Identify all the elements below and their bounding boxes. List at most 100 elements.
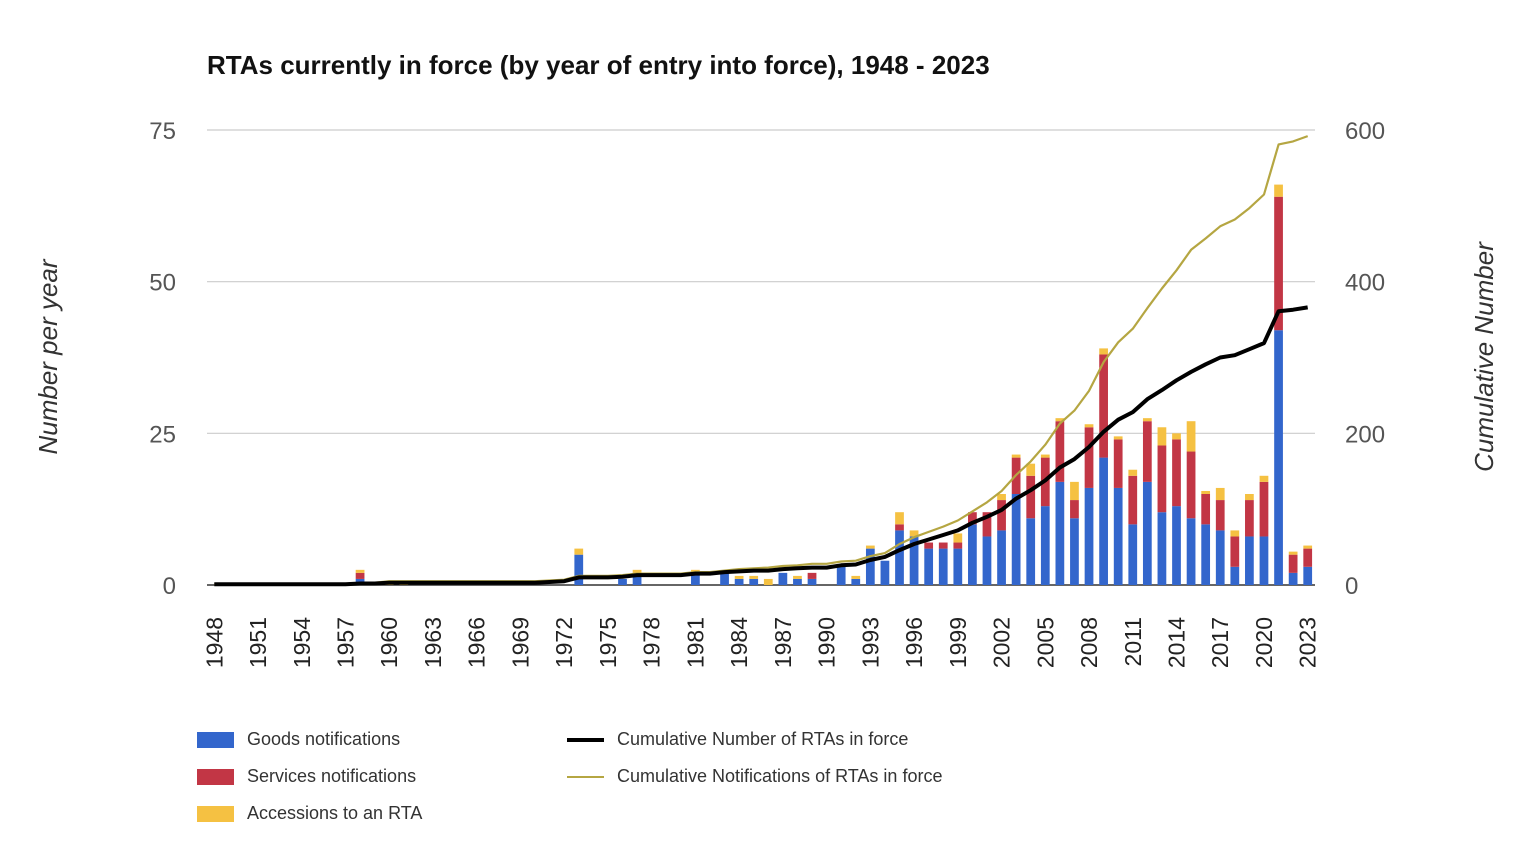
- bar-goods: [618, 578, 627, 585]
- x-tick-label: 1966: [464, 617, 490, 668]
- bar-goods: [851, 578, 861, 585]
- bar-services: [1128, 475, 1138, 525]
- x-tick-label: 2005: [1032, 617, 1058, 668]
- bar-goods: [953, 548, 963, 585]
- bar-goods: [865, 548, 875, 585]
- bar-accessions: [997, 494, 1006, 501]
- bar-services: [1113, 439, 1123, 488]
- bar-services: [1084, 427, 1094, 488]
- bar-goods: [1201, 524, 1211, 585]
- bar-services: [1157, 445, 1167, 513]
- bar-accessions: [355, 569, 365, 573]
- bar-accessions: [1259, 475, 1269, 482]
- bar-goods: [1011, 494, 1021, 585]
- bar-goods: [982, 536, 992, 585]
- bar-goods: [968, 524, 977, 585]
- bar-services: [924, 542, 934, 549]
- legend-label-accessions: Accessions to an RTA: [247, 803, 423, 823]
- x-tick-label: 2023: [1295, 617, 1321, 668]
- bar-services: [1288, 554, 1298, 573]
- bar-accessions: [734, 575, 744, 579]
- bar-goods: [938, 548, 948, 585]
- bar-goods: [1084, 487, 1094, 585]
- bar-services: [1142, 421, 1152, 482]
- bar-goods: [1157, 512, 1167, 585]
- x-tick-label: 1993: [857, 617, 883, 668]
- bar-goods: [1070, 518, 1079, 585]
- bar-services: [1259, 481, 1269, 537]
- x-tick-label: 2020: [1251, 617, 1277, 668]
- x-tick-label: 1972: [551, 617, 577, 668]
- bar-services: [895, 524, 904, 531]
- x-tick-label: 2008: [1076, 617, 1102, 668]
- bar-goods: [749, 578, 759, 585]
- bar-accessions: [1303, 545, 1313, 549]
- bar-accessions: [574, 548, 584, 555]
- x-tick-label: 1963: [420, 617, 446, 668]
- legend-item-accessions: Accessions to an RTA: [197, 803, 422, 824]
- x-tick-label: 1951: [245, 617, 271, 668]
- y2-axis-title: Cumulative Number: [1469, 241, 1499, 472]
- line-cumulative-number: [214, 305, 1309, 587]
- bar-goods: [997, 530, 1006, 585]
- bar-goods: [1128, 524, 1138, 585]
- bar-accessions: [1128, 469, 1138, 476]
- bar-goods: [1230, 566, 1240, 585]
- legend-swatch-accessions: [197, 805, 234, 822]
- x-tick-label: 1969: [507, 617, 533, 668]
- bar-accessions: [1230, 530, 1240, 537]
- bar-goods: [880, 560, 890, 585]
- bar-goods: [1186, 518, 1196, 585]
- bar-goods: [1172, 506, 1181, 585]
- y2-tick-label: 200: [1345, 421, 1385, 448]
- x-tick-label: 1960: [376, 617, 402, 668]
- bar-accessions: [763, 578, 773, 585]
- x-tick-label: 1978: [639, 617, 665, 668]
- bar-goods: [1055, 481, 1065, 585]
- bar-accessions: [851, 575, 861, 579]
- bar-accessions: [953, 533, 963, 543]
- bar-accessions: [1288, 551, 1298, 555]
- bar-services: [1201, 494, 1211, 525]
- bar-accessions: [1274, 184, 1283, 197]
- bar-accessions: [1055, 418, 1065, 422]
- bar-services: [1099, 354, 1108, 458]
- bar-services: [953, 542, 963, 549]
- bar-services: [938, 542, 948, 549]
- bar-goods: [734, 578, 744, 585]
- bar-goods: [1303, 566, 1313, 585]
- bar-services: [1055, 421, 1065, 482]
- legend-line-cumulative-number: [567, 737, 604, 742]
- bar-accessions: [1084, 424, 1094, 428]
- bar-services: [968, 512, 977, 525]
- bar-accessions: [793, 575, 802, 579]
- bar-goods: [1099, 457, 1108, 585]
- bar-services: [1230, 536, 1240, 567]
- x-tick-label: 1957: [333, 617, 359, 668]
- bar-services: [1245, 500, 1254, 537]
- x-tick-label: 2002: [989, 617, 1015, 668]
- bar-services: [982, 512, 992, 537]
- y-tick-label: 25: [149, 421, 176, 448]
- bar-goods: [793, 578, 802, 585]
- legend-item-services: Services notifications: [197, 766, 416, 787]
- x-tick-label: 2014: [1164, 617, 1190, 668]
- bar-accessions: [1201, 490, 1211, 494]
- bar-services: [1274, 196, 1283, 331]
- legend-item-goods: Goods notifications: [197, 729, 400, 750]
- legend-item-cumulative-notifications: Cumulative Notifications of RTAs in forc…: [567, 766, 942, 787]
- bar-goods: [1274, 330, 1283, 585]
- bar-goods: [807, 578, 817, 585]
- bar-accessions: [1011, 454, 1021, 458]
- bar-goods: [1026, 518, 1036, 585]
- bar-goods: [632, 572, 642, 585]
- legend-item-cumulative-number: Cumulative Number of RTAs in force: [567, 729, 908, 750]
- bar-accessions: [632, 569, 642, 573]
- x-tick-label: 1987: [770, 617, 796, 668]
- x-tick-label: 1999: [945, 617, 971, 668]
- y-axis-title: Number per year: [33, 258, 63, 454]
- bar-goods: [691, 572, 700, 585]
- bar-accessions: [909, 530, 919, 537]
- legend-swatch-services: [197, 768, 234, 785]
